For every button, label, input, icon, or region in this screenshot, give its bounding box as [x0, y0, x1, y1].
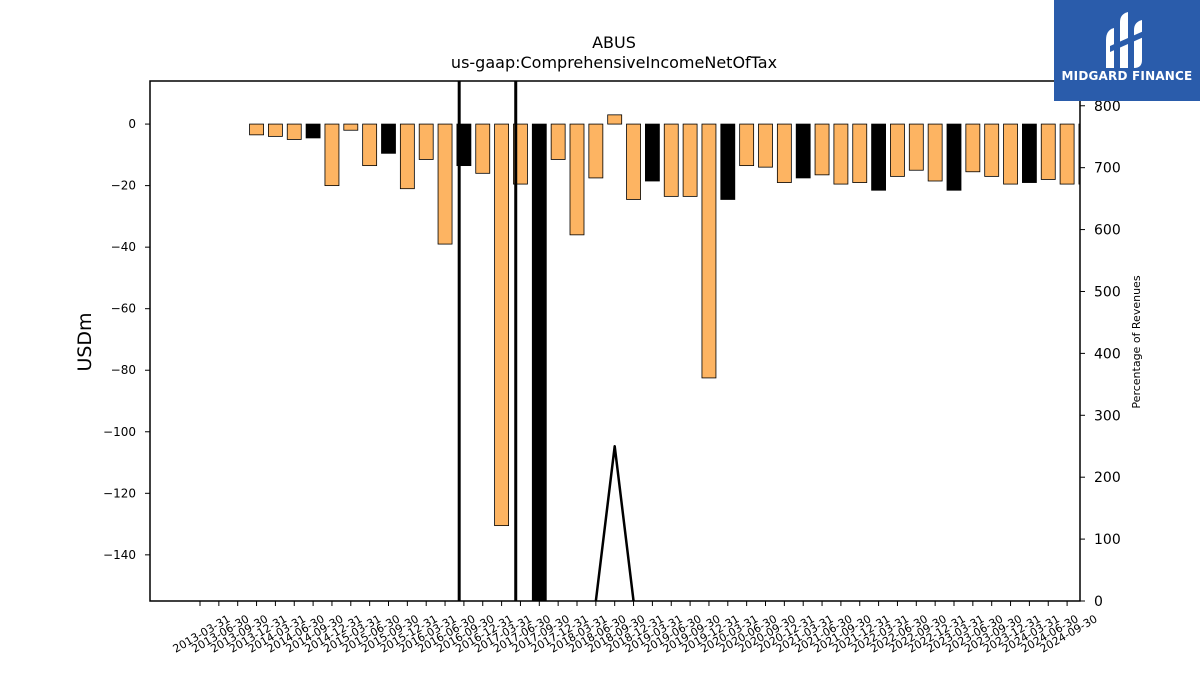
revenue-percentage-line	[594, 444, 635, 601]
y-axis-right-label: Percentage of Revenues	[1130, 275, 1143, 408]
y-tick-label: −20	[111, 179, 136, 193]
bar	[852, 123, 868, 183]
bar	[249, 123, 264, 136]
y-tick-label: 0	[128, 117, 136, 131]
bar	[381, 123, 396, 154]
y-right-tick-label: 800	[1094, 99, 1121, 115]
bar	[908, 123, 924, 171]
bar	[890, 123, 905, 177]
y-tick-label: −100	[103, 425, 136, 439]
bar	[494, 123, 510, 527]
bar	[795, 123, 811, 179]
bar	[399, 123, 415, 190]
plot-frame	[149, 80, 1081, 602]
bar	[645, 123, 660, 182]
bar	[871, 123, 886, 191]
y-tick-label: −40	[111, 240, 136, 254]
y-right-tick-label: 100	[1094, 532, 1121, 548]
y-right-tick-label: 600	[1094, 223, 1121, 239]
y-right-tick-label: 300	[1094, 408, 1121, 424]
bar	[343, 123, 359, 131]
y-right-tick-label: 200	[1094, 470, 1121, 486]
bar	[475, 123, 491, 174]
bar	[305, 123, 321, 139]
plot-marks	[249, 81, 1080, 601]
y-tick-label: −120	[103, 486, 136, 500]
bar	[362, 123, 378, 167]
bar	[324, 123, 340, 187]
bar	[437, 123, 453, 245]
y-axis-label: USDm	[74, 312, 96, 371]
bar	[626, 123, 641, 200]
brand-mark-icon	[1106, 12, 1146, 68]
bar	[739, 123, 755, 167]
bar	[1040, 123, 1056, 180]
bar	[776, 123, 792, 183]
bar	[946, 123, 962, 191]
brand-logo: MIDGARD FINANCE	[1054, 0, 1200, 101]
plot-area: 0 −20 −40 −60 −80 −100 −120 −140 0 100 200 300 400 50…	[103, 81, 1121, 656]
bar	[758, 123, 773, 168]
chart-subtitle: us-gaap:ComprehensiveIncomeNetOfTax	[451, 53, 777, 72]
bar	[550, 123, 566, 160]
y-right-tick-label: 700	[1094, 161, 1121, 177]
bar	[1003, 123, 1018, 185]
bar	[286, 123, 302, 140]
bar	[663, 123, 679, 197]
bar	[588, 123, 604, 179]
y-right-tick-label: 500	[1094, 284, 1121, 300]
bar	[833, 123, 849, 185]
y-right-tick-label: 0	[1094, 594, 1103, 610]
bar	[965, 123, 981, 173]
bar	[720, 123, 736, 200]
bar	[607, 114, 623, 125]
bar	[569, 123, 585, 236]
bar	[267, 123, 283, 137]
bar	[1078, 123, 1080, 185]
brand-name: MIDGARD FINANCE	[1061, 69, 1193, 83]
bar	[531, 123, 547, 601]
bar	[701, 123, 717, 379]
bar	[1022, 123, 1037, 183]
chart-title: ABUS	[592, 33, 636, 52]
bar	[418, 123, 434, 160]
bar	[1059, 123, 1075, 185]
bar	[814, 123, 830, 176]
y-tick-label: −80	[111, 363, 136, 377]
bar	[984, 123, 1000, 177]
y-tick-label: −60	[111, 302, 136, 316]
y-tick-label: −140	[103, 548, 136, 562]
bar	[927, 123, 943, 182]
y-right-tick-label: 400	[1094, 346, 1121, 362]
bar	[682, 123, 698, 197]
